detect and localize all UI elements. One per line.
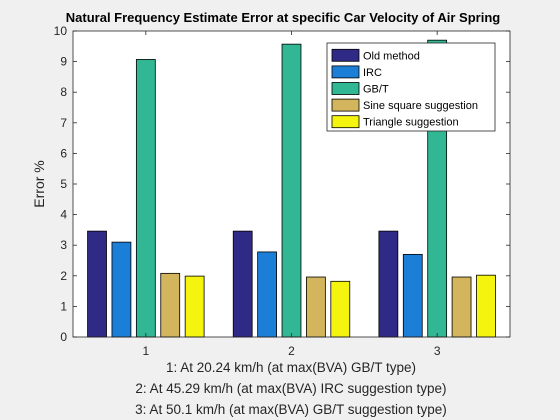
legend-swatch-triangle-suggestion xyxy=(331,115,360,129)
bar-sine-square-suggestion-2 xyxy=(306,276,326,338)
x-tick-label: 3 xyxy=(434,344,441,358)
y-tick-label: 4 xyxy=(60,208,67,222)
legend-swatch-old-method xyxy=(331,48,360,62)
bar-old-method-2 xyxy=(232,230,253,338)
y-tick-label: 6 xyxy=(60,146,67,160)
y-tick-label: 7 xyxy=(60,116,67,130)
x-axis-label-line-3: 3: At 50.1 km/h (at max(BVA) GB/T sugges… xyxy=(135,402,447,417)
bars-layer xyxy=(87,39,496,338)
y-tick-label: 8 xyxy=(60,85,67,99)
y-tick-label: 5 xyxy=(60,177,67,191)
x-axis-label-line-1: 1: At 20.24 km/h (at max(BVA) GB/T type) xyxy=(166,360,416,375)
bar-sine-square-suggestion-1 xyxy=(160,272,181,338)
legend-label-irc: IRC xyxy=(363,67,382,79)
bar-irc-3 xyxy=(402,253,423,338)
y-tick-label: 10 xyxy=(54,24,68,38)
legend-label-triangle-suggestion: Triangle suggestion xyxy=(363,117,459,129)
bar-old-method-3 xyxy=(378,230,399,338)
legend: Old method IRC GB/T Sine square suggestion T… xyxy=(326,42,496,132)
bar-gb-t-1 xyxy=(135,59,156,338)
legend-label-sine-square-suggestion: Sine square suggestion xyxy=(363,100,478,112)
y-tick-label: 0 xyxy=(60,330,67,344)
legend-label-gb-t: GB/T xyxy=(363,84,389,96)
y-tick-label: 3 xyxy=(60,238,67,252)
legend-swatch-irc xyxy=(331,65,360,79)
y-axis-label: Error % xyxy=(31,160,47,207)
bar-triangle-suggestion-2 xyxy=(330,280,351,338)
bar-old-method-1 xyxy=(87,230,107,338)
legend-swatch-gb-t xyxy=(331,82,360,95)
x-axis-label-line-2: 2: At 45.29 km/h (at max(BVA) IRC sugges… xyxy=(135,381,446,396)
x-tick-label: 1 xyxy=(142,344,149,358)
y-tick-label: 9 xyxy=(60,55,67,69)
x-tick-label: 2 xyxy=(288,344,295,358)
chart-title: Natural Frequency Estimate Error at spec… xyxy=(66,10,500,25)
bar-triangle-suggestion-1 xyxy=(184,275,205,338)
y-tick-label: 2 xyxy=(60,269,67,283)
bar-irc-1 xyxy=(111,241,132,338)
y-tick-label: 1 xyxy=(60,299,67,313)
bar-sine-square-suggestion-3 xyxy=(451,276,472,338)
bar-triangle-suggestion-3 xyxy=(476,274,496,338)
axes-layer: 0 1 2 3 4 5 6 7 8 9 10 1 2 3 xyxy=(54,24,511,358)
bar-gb-t-2 xyxy=(281,43,302,338)
bar-irc-2 xyxy=(257,251,277,338)
legend-label-old-method: Old method xyxy=(363,50,420,62)
legend-swatch-sine-square-suggestion xyxy=(331,98,360,112)
